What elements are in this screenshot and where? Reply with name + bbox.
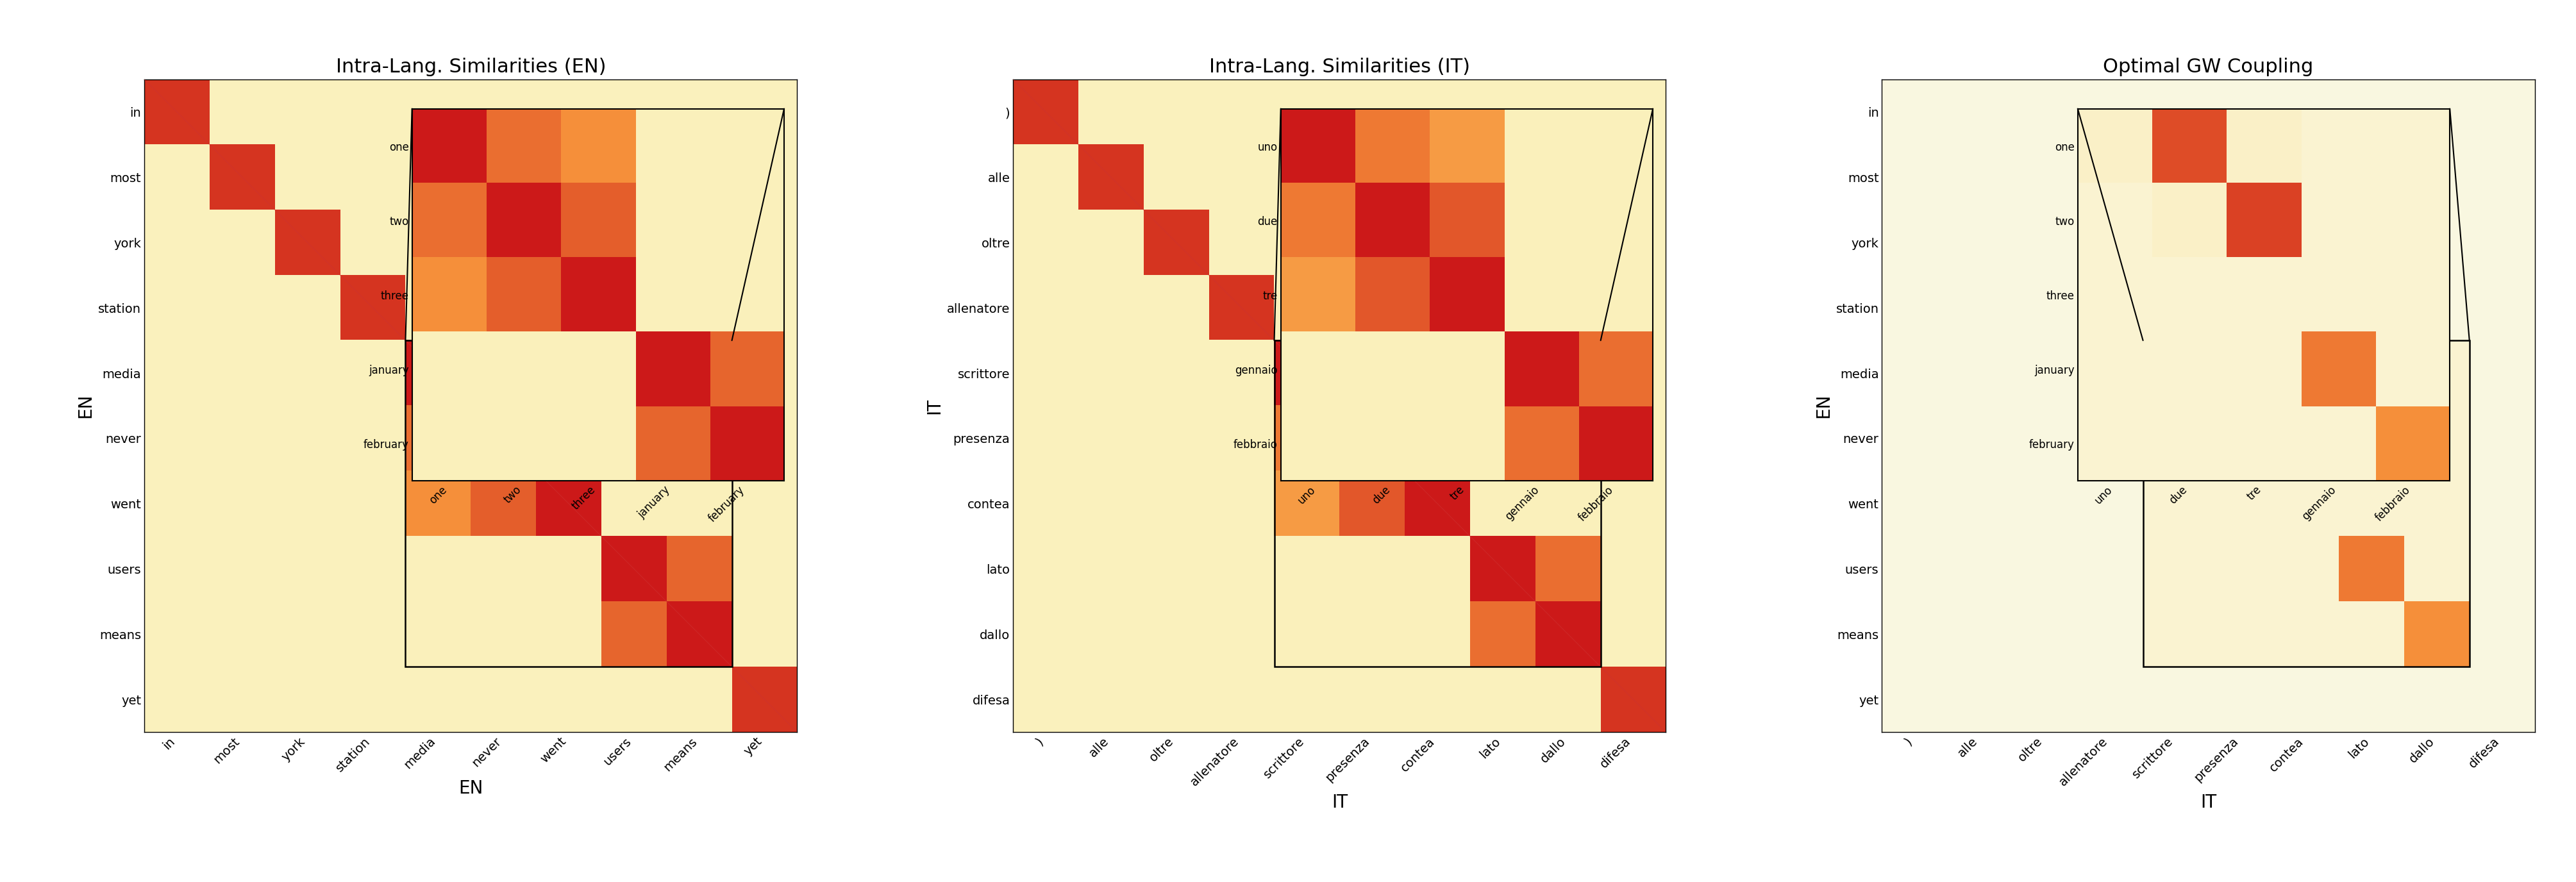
X-axis label: IT: IT [1332,794,1347,811]
Title: Intra-Lang. Similarities (IT): Intra-Lang. Similarities (IT) [1208,57,1471,76]
X-axis label: IT: IT [2200,794,2215,811]
Bar [404,340,732,667]
Y-axis label: EN: EN [77,393,95,418]
Title: Intra-Lang. Similarities (EN): Intra-Lang. Similarities (EN) [335,57,605,76]
X-axis label: EN: EN [459,780,484,797]
Title: Optimal GW Coupling: Optimal GW Coupling [2102,57,2313,76]
Y-axis label: IT: IT [925,398,943,414]
Y-axis label: EN: EN [1814,393,1832,418]
Bar [1275,340,1600,667]
Bar [2143,340,2470,667]
